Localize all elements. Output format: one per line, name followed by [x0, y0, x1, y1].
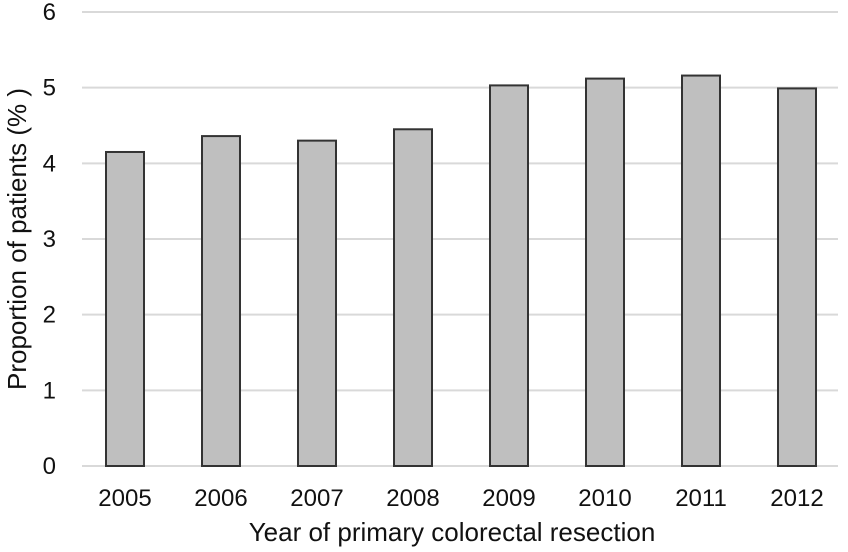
bar-2006 — [201, 135, 241, 468]
x-axis-label: Year of primary colorectal resection — [249, 517, 656, 547]
x-tick-label: 2006 — [194, 485, 247, 512]
x-tick-label: 2007 — [290, 485, 343, 512]
x-tick-label: 2010 — [578, 485, 631, 512]
x-tick-label: 2005 — [98, 485, 151, 512]
y-tick-labels: 0 1 2 3 4 5 6 — [43, 0, 56, 480]
x-tick-label: 2009 — [482, 485, 535, 512]
y-tick-label: 4 — [43, 150, 56, 177]
x-tick-label: 2012 — [770, 485, 823, 512]
y-tick-label: 2 — [43, 302, 56, 329]
bar-2007 — [297, 139, 337, 467]
bar-2005 — [105, 150, 145, 467]
x-tick-label: 2008 — [386, 485, 439, 512]
bar-2011 — [681, 74, 721, 467]
bar-2009 — [489, 84, 529, 467]
bars — [105, 74, 817, 468]
y-tick-label: 1 — [43, 377, 56, 404]
y-tick-label: 3 — [43, 226, 56, 253]
bar-2012 — [777, 87, 817, 467]
x-tick-label: 2011 — [675, 485, 727, 512]
gridlines — [82, 11, 838, 467]
bar-2010 — [585, 77, 625, 467]
y-tick-label: 6 — [43, 0, 56, 26]
y-tick-label: 5 — [43, 75, 56, 102]
x-tick-labels: 2005 2006 2007 2008 2009 2010 2011 2012 — [98, 485, 823, 512]
bar-2008 — [393, 128, 433, 468]
y-axis-label: Proportion of patients (% ) — [2, 88, 32, 390]
y-tick-label: 0 — [43, 453, 56, 480]
